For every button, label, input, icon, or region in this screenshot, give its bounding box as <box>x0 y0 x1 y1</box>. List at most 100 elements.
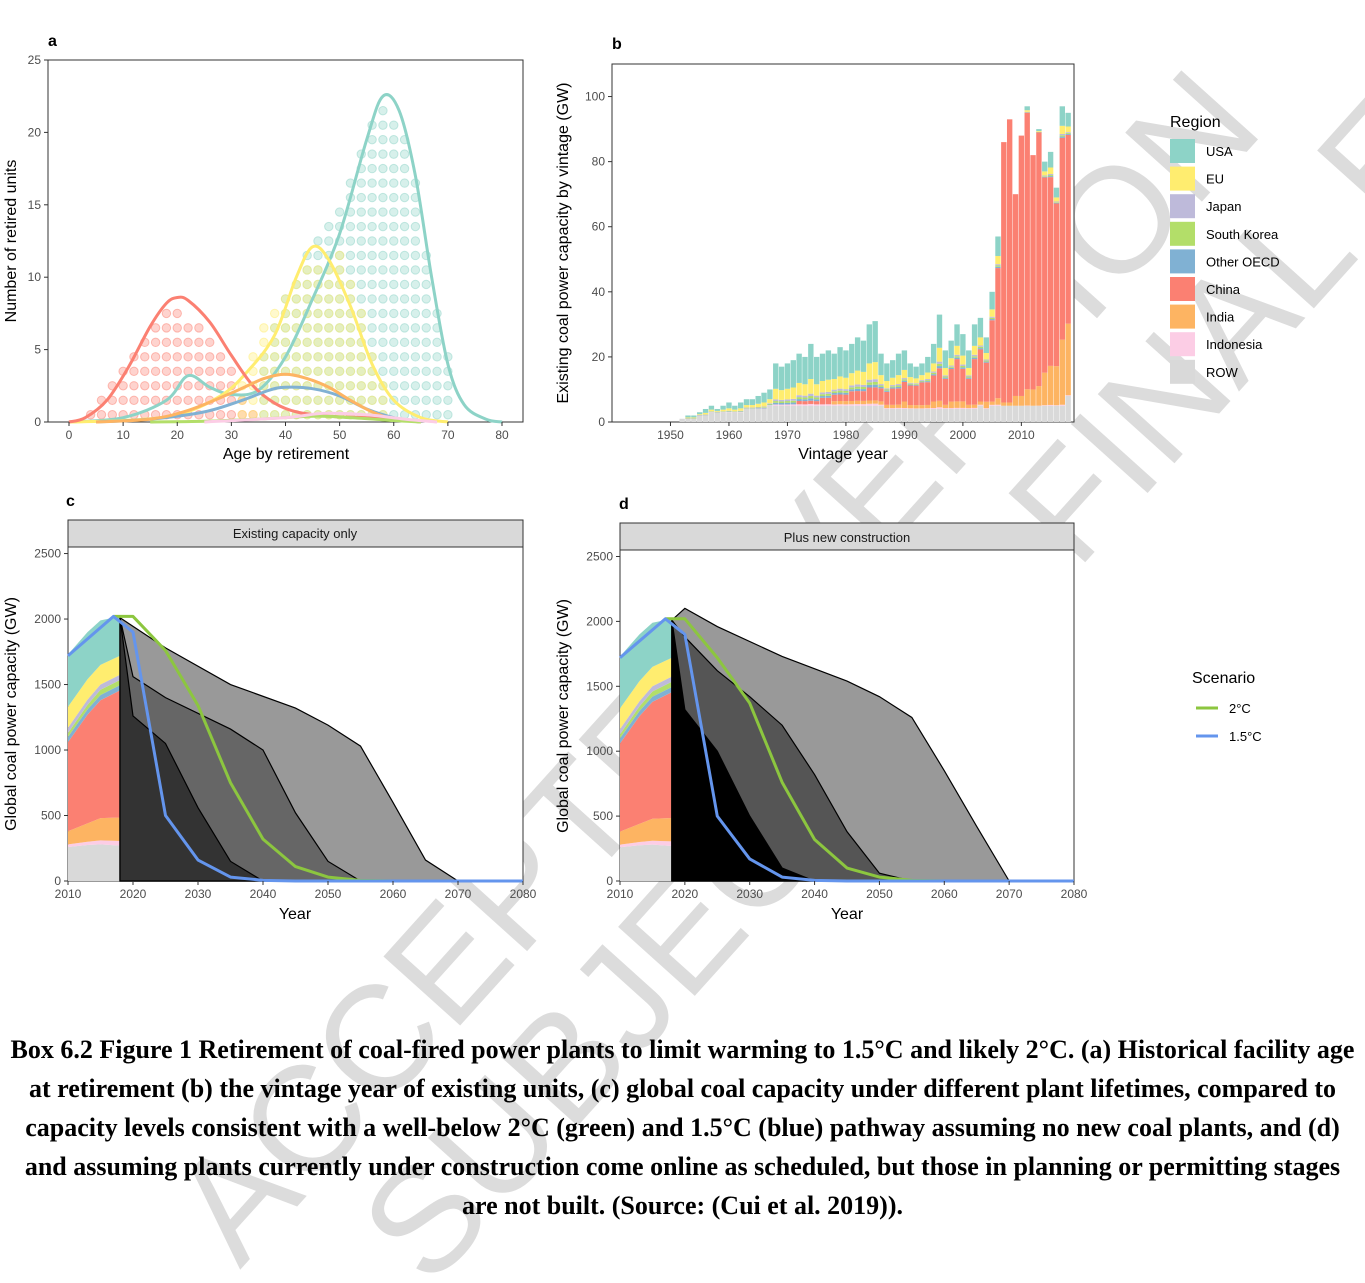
bar-segment-india <box>854 400 861 405</box>
dot-eu <box>280 323 291 333</box>
bar-segment-row <box>907 408 913 422</box>
bar-segment-india <box>895 404 902 408</box>
bar-segment-row <box>837 405 843 422</box>
bar-segment-india <box>1065 323 1071 396</box>
dot-usa <box>432 337 442 348</box>
bar-segment-usa <box>919 363 925 376</box>
dot-eu <box>356 366 366 377</box>
bar-segment-usa <box>796 353 802 383</box>
dot-usa <box>367 337 377 348</box>
bar-segment-usa <box>854 337 861 371</box>
bar-segment-south-korea <box>983 360 989 362</box>
bar-segment-china <box>1047 177 1054 366</box>
dot-eu <box>324 366 334 377</box>
dot-china <box>194 366 204 377</box>
dot-eu <box>324 294 334 304</box>
bar-segment-china <box>966 378 972 405</box>
dot-usa <box>345 236 356 246</box>
bar-segment-eu <box>825 379 832 392</box>
dot-eu <box>259 323 269 333</box>
dot-usa <box>410 323 421 333</box>
bar-segment-china <box>930 375 937 402</box>
panel-c-strip-label: Existing capacity only <box>233 526 358 541</box>
bar-segment-other-oecd <box>907 384 913 386</box>
dot-eu <box>280 337 291 348</box>
bar-segment-other-oecd <box>890 387 896 389</box>
region-legend-title: Region <box>1170 114 1221 131</box>
dot-usa <box>367 163 377 174</box>
dot-usa <box>367 265 377 275</box>
bar-segment-row <box>743 408 750 422</box>
bar-segment-china <box>901 381 908 402</box>
bar-segment-india <box>1047 365 1054 405</box>
bar-segment-usa <box>989 291 995 310</box>
bar-segment-south-korea <box>1059 135 1065 137</box>
panel-a-density-lines <box>68 93 503 424</box>
dot-usa <box>378 120 388 130</box>
dot-eu <box>248 352 258 362</box>
bar-segment-south-korea <box>1042 176 1048 177</box>
dot-usa <box>378 352 388 362</box>
bar-segment-row <box>778 405 785 422</box>
dot-usa <box>399 192 410 203</box>
bar-segment-other-oecd <box>942 377 949 379</box>
bar-segment-row <box>860 405 867 422</box>
bar-segment-eu <box>948 358 954 366</box>
bar-segment-eu <box>796 382 802 396</box>
dot-usa <box>356 250 366 261</box>
dot-usa <box>356 178 366 188</box>
bar-segment-south-korea <box>966 376 972 378</box>
bar-segment-eu <box>708 409 715 412</box>
dot-china <box>161 323 172 333</box>
bar-segment-indonesia <box>907 408 913 409</box>
bar-segment-eu <box>854 370 861 385</box>
dot-usa <box>399 294 410 304</box>
bar-segment-south-korea <box>878 385 884 387</box>
bar-segment-china <box>890 388 896 405</box>
dot-eu <box>313 308 323 319</box>
dot-eu <box>345 323 356 333</box>
dot-usa <box>389 308 399 319</box>
bar-segment-india <box>849 401 855 405</box>
dot-usa <box>389 120 399 130</box>
bar-segment-other-oecd <box>860 389 867 392</box>
bar-segment-india <box>907 405 913 409</box>
bar-segment-other-oecd <box>767 404 773 406</box>
panel-d-ylabel: Global coal power capacity (GW) <box>555 599 572 833</box>
dot-usa <box>432 395 442 405</box>
bar-segment-other-oecd <box>1065 134 1071 135</box>
dot-eu <box>334 250 345 261</box>
bar-segment-indonesia <box>872 403 878 406</box>
bar-segment-other-oecd <box>925 381 931 383</box>
bar-segment-usa <box>930 343 937 364</box>
bar-segment-china <box>825 397 832 405</box>
legend-label-eu: EU <box>1206 172 1224 187</box>
dot-usa <box>389 250 399 261</box>
legend-label-china: China <box>1206 282 1241 297</box>
bar-segment-eu <box>720 409 726 412</box>
history-area-eu <box>620 657 672 730</box>
bar-segment-india <box>971 404 978 408</box>
dot-china <box>118 381 128 391</box>
dot-eu <box>248 410 258 420</box>
dot-china <box>161 352 172 362</box>
panel-a-ytick-label: 25 <box>28 53 42 67</box>
dot-usa <box>432 366 442 377</box>
history-area-indonesia <box>620 840 672 848</box>
bar-segment-japan <box>895 384 902 386</box>
legend-label-row: ROW <box>1206 365 1239 380</box>
bar-segment-south-korea <box>1065 133 1071 135</box>
bar-segment-usa <box>995 236 1001 257</box>
bar-segment-japan <box>930 371 937 373</box>
panel-c-ticks: 2010 2020 2030 2040 2050 2060 2070 2080 0 500 1000… <box>34 547 536 901</box>
bar-segment-eu <box>919 375 925 381</box>
bar-segment-other-oecd <box>948 367 954 370</box>
dot-china <box>183 337 193 348</box>
panel-b-xlabel: Vintage year <box>798 446 888 463</box>
history-area-other-oecd <box>68 685 120 743</box>
dot-eu <box>334 366 345 377</box>
bar-segment-other-oecd <box>755 408 761 409</box>
bar-segment-china <box>971 359 978 405</box>
dot-china <box>215 410 226 420</box>
dot-china <box>150 381 161 391</box>
